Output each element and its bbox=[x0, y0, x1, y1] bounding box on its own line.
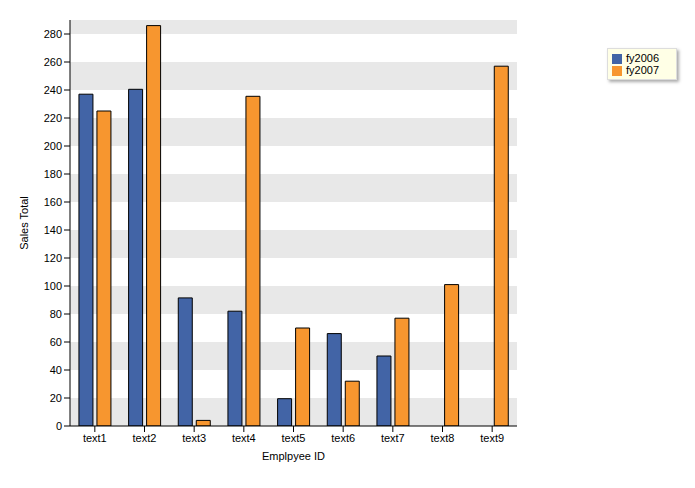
svg-text:text1: text1 bbox=[83, 432, 107, 444]
svg-text:Sales Total: Sales Total bbox=[18, 196, 30, 250]
svg-text:text3: text3 bbox=[182, 432, 206, 444]
svg-text:text8: text8 bbox=[431, 432, 455, 444]
html-text:fy2006: fy2006 bbox=[626, 52, 659, 64]
svg-text:160: 160 bbox=[44, 196, 62, 208]
svg-text:0: 0 bbox=[56, 420, 62, 432]
svg-text:80: 80 bbox=[50, 308, 62, 320]
svg-text:100: 100 bbox=[44, 280, 62, 292]
svg-text:20: 20 bbox=[50, 392, 62, 404]
svg-text:180: 180 bbox=[44, 168, 62, 180]
svg-text:Emplpyee ID: Emplpyee ID bbox=[262, 450, 325, 462]
svg-text:text2: text2 bbox=[133, 432, 157, 444]
svg-text:text9: text9 bbox=[480, 432, 504, 444]
svg-text:220: 220 bbox=[44, 112, 62, 124]
svg-text:60: 60 bbox=[50, 336, 62, 348]
svg-text:text4: text4 bbox=[232, 432, 256, 444]
svg-text:140: 140 bbox=[44, 224, 62, 236]
svg-text:120: 120 bbox=[44, 252, 62, 264]
svg-text:text7: text7 bbox=[381, 432, 405, 444]
svg-text:text5: text5 bbox=[282, 432, 306, 444]
svg-text:40: 40 bbox=[50, 364, 62, 376]
svg-text:text6: text6 bbox=[331, 432, 355, 444]
svg-text:260: 260 bbox=[44, 56, 62, 68]
svg-text:200: 200 bbox=[44, 140, 62, 152]
svg-text:240: 240 bbox=[44, 84, 62, 96]
html-text:fy2007: fy2007 bbox=[626, 64, 659, 77]
svg-text:280: 280 bbox=[44, 28, 62, 40]
